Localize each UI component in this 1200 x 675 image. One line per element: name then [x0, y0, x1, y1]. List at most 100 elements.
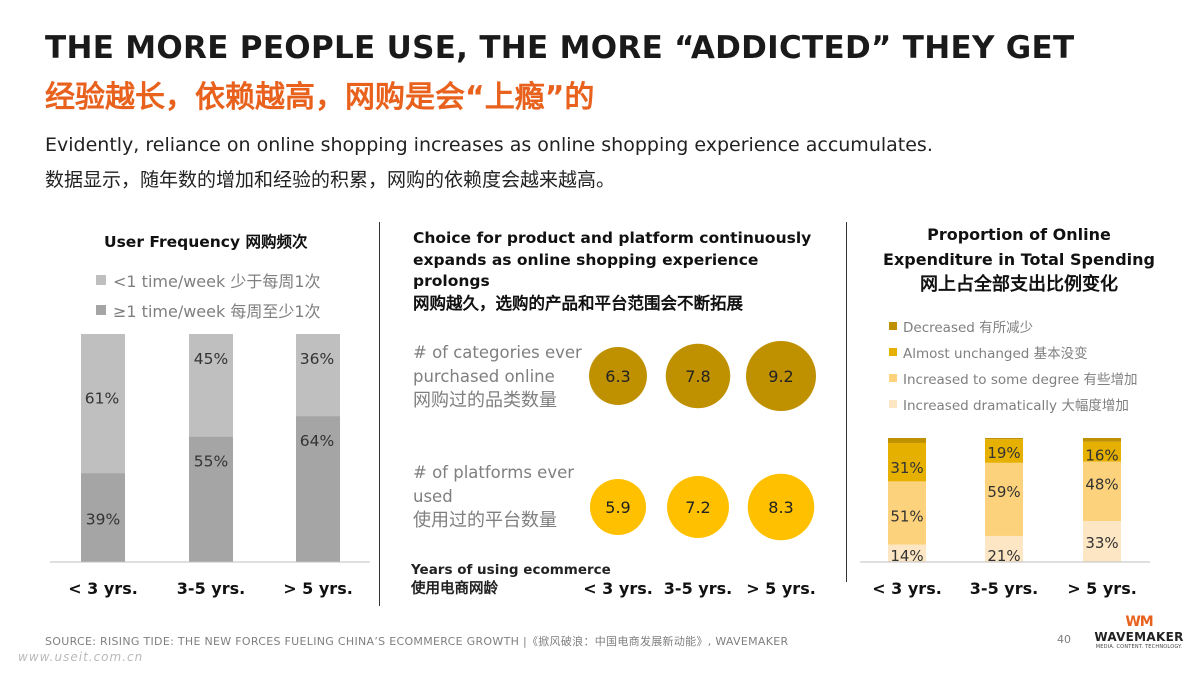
choice-bubble-label: 6.3 [605, 367, 630, 386]
legend-label: Almost unchanged 基本没变 [903, 346, 1088, 362]
categories-label-en: # of categories ever purchased online [413, 343, 582, 386]
expenditure-x-tick-label: 3-5 yrs. [970, 579, 1038, 598]
frequency-bar-segment [81, 473, 125, 562]
x-axis-title-en: Years of using ecommerce [411, 562, 611, 578]
legend-swatch [889, 400, 897, 408]
wavemaker-logo: WM WAVEMAKER MEDIA. CONTENT. TECHNOLOGY. [1094, 614, 1184, 650]
choice-x-tick-label: < 3 yrs. [585, 579, 653, 598]
expenditure-bar-segment [888, 438, 926, 443]
choice-bubble [589, 347, 647, 405]
expenditure-bar-segment [985, 462, 1023, 536]
frequency-x-tick-label: > 5 yrs. [283, 579, 353, 598]
expenditure-data-label: 51% [890, 507, 923, 525]
categories-series-label: # of categories ever purchased online 网购… [413, 341, 588, 413]
logo-name: WAVEMAKER [1094, 630, 1184, 644]
expenditure-bar-segment [1083, 441, 1121, 462]
legend-label: Decreased 有所减少 [903, 320, 1034, 336]
choice-x-axis-title: Years of using ecommerce 使用电商网龄 [411, 561, 611, 599]
expenditure-bar-segment [888, 442, 926, 482]
expenditure-legend-item: Increased dramatically 大幅度增加 [889, 394, 1129, 414]
frequency-legend-low: <1 time/week 少于每周1次 [96, 268, 321, 292]
expenditure-bar-segment [1083, 521, 1121, 562]
frequency-bar-segment [189, 436, 233, 562]
page-subtitle-cn: 数据显示，随年数的增加和经验的积累，网购的依赖度会越来越高。 [45, 169, 616, 191]
choice-bubble-label: 8.3 [768, 498, 793, 517]
expenditure-data-label: 31% [890, 459, 923, 477]
expenditure-data-label: 33% [1085, 534, 1118, 552]
page-title: THE MORE PEOPLE USE, THE MORE “ADDICTED”… [45, 30, 1075, 66]
expenditure-legend-item: Almost unchanged 基本没变 [889, 342, 1088, 362]
frequency-data-label: 64% [300, 432, 334, 450]
frequency-bar-segment [81, 334, 125, 474]
choice-bubble [589, 478, 647, 536]
expenditure-title-cn: 网上占全部支出比例变化 [920, 274, 1118, 295]
expenditure-data-label: 16% [1085, 447, 1118, 465]
expenditure-bar-segment [985, 535, 1023, 562]
choice-bubble [665, 343, 731, 409]
expenditure-bar-segment [985, 439, 1023, 463]
page-subtitle: Evidently, reliance on online shopping i… [45, 134, 933, 156]
expenditure-legend-item: Decreased 有所减少 [889, 316, 1033, 336]
legend-label-low: <1 time/week 少于每周1次 [113, 272, 321, 291]
x-axis-title-cn: 使用电商网龄 [411, 581, 498, 597]
frequency-data-label: 45% [194, 350, 228, 368]
page-title-cn: 经验越长，依赖越高，网购是会“上瘾”的 [45, 80, 595, 115]
platforms-series-label: # of platforms ever used 使用过的平台数量 [413, 461, 588, 533]
choice-bubble-label: 5.9 [605, 498, 630, 517]
legend-label-high: ≥1 time/week 每周至少1次 [113, 302, 321, 321]
legend-label: Increased to some degree 有些增加 [903, 372, 1138, 388]
expenditure-data-label: 59% [987, 483, 1020, 501]
frequency-chart-title: User Frequency 网购频次 [104, 233, 308, 251]
frequency-bar-segment [189, 334, 233, 437]
expenditure-title-en: Proportion of Online Expenditure in Tota… [883, 225, 1155, 269]
choice-bubble-label: 7.8 [685, 367, 710, 386]
choice-chart-title-cn: 网购越久，选购的产品和平台范围会不断拓展 [413, 293, 743, 313]
expenditure-bar-segment [985, 438, 1023, 440]
choice-bubble [746, 341, 816, 411]
frequency-chart: 61% 39% < 3 yrs. 45% 55% 3-5 yrs. 36% 64% > 5 yr… [50, 334, 370, 598]
legend-swatch [889, 322, 897, 330]
platforms-label-cn: 使用过的平台数量 [413, 510, 557, 531]
frequency-legend-high: ≥1 time/week 每周至少1次 [96, 298, 321, 322]
panel-divider-right [846, 222, 847, 582]
choice-x-tick-label: > 5 yrs. [746, 579, 816, 598]
choice-bubble [667, 476, 729, 538]
expenditure-legend-item: Increased to some degree 有些增加 [889, 368, 1137, 388]
expenditure-data-label: 48% [1085, 476, 1118, 494]
logo-tagline: MEDIA. CONTENT. TECHNOLOGY. [1095, 644, 1183, 650]
expenditure-bar-segment [888, 544, 926, 562]
categories-label-cn: 网购过的品类数量 [413, 390, 557, 411]
frequency-data-label: 36% [300, 350, 334, 368]
expenditure-data-label: 21% [987, 547, 1020, 565]
frequency-data-label: 61% [85, 390, 119, 408]
watermark: www.useit.com.cn [18, 650, 144, 664]
panel-divider-left [379, 222, 380, 606]
expenditure-bar-segment [888, 481, 926, 545]
expenditure-x-tick-label: < 3 yrs. [872, 579, 942, 598]
choice-x-tick-label: 3-5 yrs. [664, 579, 732, 598]
choice-chart-title: Choice for product and platform continuo… [413, 228, 833, 314]
platforms-label-en: # of platforms ever used [413, 463, 575, 506]
expenditure-x-tick-label: > 5 yrs. [1067, 579, 1137, 598]
frequency-data-label: 39% [86, 511, 120, 529]
expenditure-bar-segment [1083, 461, 1121, 522]
choice-chart: 6.3 7.8 9.2 5.9 7.2 8.3 < 3 yrs. 3-5 yrs. > 5 yr… [585, 341, 816, 598]
expenditure-data-label: 14% [890, 547, 923, 565]
frequency-x-tick-label: 3-5 yrs. [177, 579, 245, 598]
expenditure-data-label: 19% [987, 444, 1020, 462]
legend-swatch [889, 348, 897, 356]
legend-swatch [889, 374, 897, 382]
frequency-x-tick-label: < 3 yrs. [68, 579, 138, 598]
expenditure-chart-title: Proportion of Online Expenditure in Tota… [880, 222, 1158, 297]
logo-mark: WM [1125, 614, 1153, 630]
legend-label: Increased dramatically 大幅度增加 [903, 398, 1129, 414]
frequency-data-label: 55% [194, 453, 228, 471]
choice-chart-title-en: Choice for product and platform continuo… [413, 229, 812, 290]
frequency-bar-segment [296, 416, 340, 562]
legend-swatch-low [96, 275, 106, 285]
choice-bubble-label: 7.2 [685, 498, 710, 517]
expenditure-chart: 14% 51% 31% < 3 yrs. 21% 59% 19% 3-5 yrs. 33% 48%… [860, 438, 1150, 598]
page-number: 40 [1057, 633, 1071, 646]
choice-bubble-label: 9.2 [768, 367, 793, 386]
legend-swatch-high [96, 305, 106, 315]
